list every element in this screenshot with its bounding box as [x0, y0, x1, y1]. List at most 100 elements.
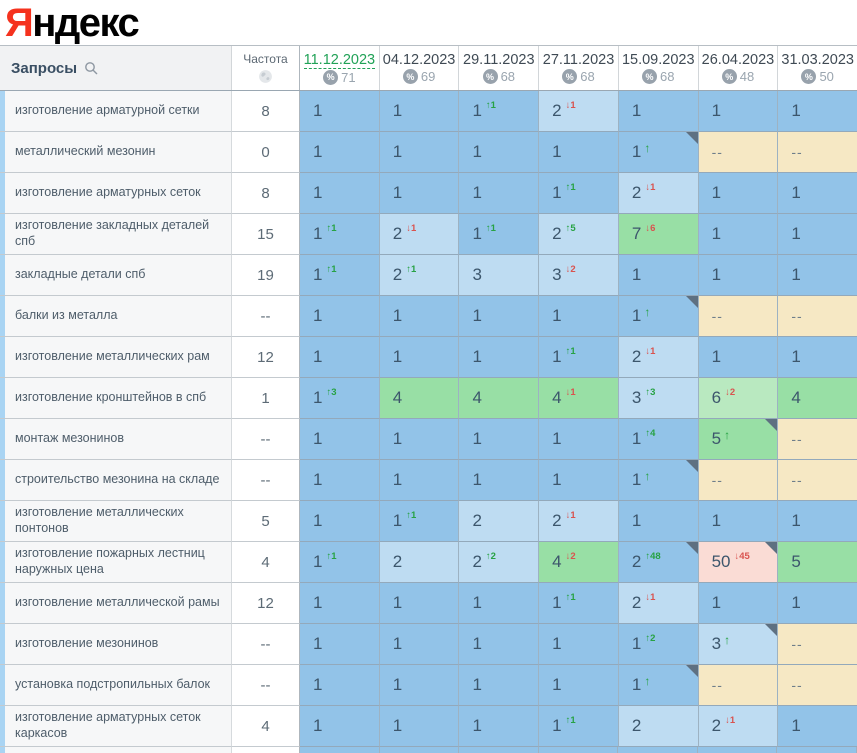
query-text[interactable]: изготовление пожарных лестниц наружных ц… — [15, 546, 205, 576]
query-cell[interactable]: изготовление мезонинов — [0, 624, 232, 665]
position-cell[interactable]: 1 — [698, 91, 779, 132]
position-cell[interactable]: 1 — [300, 296, 380, 337]
query-text[interactable]: установка подстропильных балок — [15, 677, 211, 692]
date-column-header-04.12.2023[interactable]: 04.12.2023% 69 — [379, 46, 460, 90]
position-cell[interactable]: 3 ↑ — [698, 624, 779, 665]
position-cell[interactable]: 1 — [379, 665, 460, 706]
position-cell[interactable]: 4 — [778, 378, 857, 419]
position-cell[interactable]: 1 ↑1 — [379, 501, 460, 542]
yandex-logo[interactable]: Яндекс — [0, 3, 140, 43]
position-cell[interactable]: 1 — [698, 337, 779, 378]
position-cell[interactable]: 1 — [459, 419, 540, 460]
position-cell[interactable]: 1 — [300, 132, 380, 173]
position-cell[interactable]: 6 ↓2 — [698, 378, 779, 419]
position-cell[interactable]: 1 — [379, 583, 460, 624]
query-cell[interactable]: изготовление арматурной сетки — [0, 91, 232, 132]
position-cell[interactable]: 2 — [379, 542, 460, 583]
position-cell[interactable]: 4 — [459, 378, 540, 419]
query-text[interactable]: изготовление металлических понтонов — [15, 505, 184, 535]
position-cell[interactable]: 1 — [300, 337, 380, 378]
position-cell[interactable]: 1 — [300, 460, 380, 501]
position-cell[interactable]: 2 ↑2 — [459, 542, 540, 583]
position-cell[interactable]: 4 ↓2 — [539, 542, 619, 583]
query-cell[interactable]: закладные детали спб — [0, 255, 232, 296]
position-cell[interactable]: 7 ↓6 — [618, 214, 699, 255]
query-cell[interactable]: изготовление кронштейнов в спб — [0, 378, 232, 419]
date-column-header-11.12.2023[interactable]: 11.12.2023% 71 — [300, 46, 380, 90]
position-cell[interactable]: 1 ↑ — [618, 460, 699, 501]
position-cell[interactable]: 1 — [300, 624, 380, 665]
position-cell[interactable]: 5 — [778, 542, 857, 583]
position-cell[interactable]: 1 — [698, 173, 779, 214]
position-cell[interactable]: -- — [698, 132, 779, 173]
position-cell[interactable]: 2 ↓1 — [539, 91, 619, 132]
date-label[interactable]: 04.12.2023 — [382, 52, 456, 68]
date-label[interactable]: 15.09.2023 — [621, 52, 695, 68]
position-cell[interactable]: 1 — [778, 337, 857, 378]
position-cell[interactable]: 1 ↑1 — [300, 214, 380, 255]
position-cell[interactable]: 1 — [698, 255, 779, 296]
position-cell[interactable]: 2 ↓1 — [379, 214, 460, 255]
position-cell[interactable]: 1 — [300, 91, 380, 132]
date-column-header-31.03.2023[interactable]: 31.03.2023% 50 — [778, 46, 857, 90]
query-text[interactable]: изготовление металлической рамы — [15, 595, 220, 610]
query-cell[interactable]: изготовление пожарных лестниц наружных ц… — [0, 542, 232, 583]
position-cell[interactable]: 1 — [459, 624, 540, 665]
query-text[interactable]: металлический мезонин — [15, 144, 156, 159]
query-text[interactable]: закладные детали спб — [15, 267, 146, 282]
position-cell[interactable]: -- — [778, 460, 857, 501]
position-cell[interactable]: 1 — [379, 706, 460, 747]
position-cell[interactable]: 1 — [459, 706, 540, 747]
position-cell[interactable]: -- — [698, 296, 779, 337]
position-cell[interactable]: 1 — [698, 501, 779, 542]
position-cell[interactable]: 1 — [459, 337, 540, 378]
position-cell[interactable]: 1 — [300, 501, 380, 542]
date-label[interactable]: 29.11.2023 — [463, 52, 535, 68]
position-cell[interactable]: 1 — [379, 132, 460, 173]
position-cell[interactable]: 1 — [459, 296, 540, 337]
position-cell[interactable]: 1 ↑3 — [300, 378, 380, 419]
position-cell[interactable]: 1 — [300, 706, 380, 747]
position-cell[interactable]: 2 ↑1 — [379, 255, 460, 296]
query-text[interactable]: изготовление арматурных сеток каркасов — [15, 710, 201, 740]
query-cell[interactable]: металлический мезонин — [0, 132, 232, 173]
query-cell[interactable]: изготовление арматурных сеток — [0, 173, 232, 214]
position-cell[interactable]: 1 — [379, 91, 460, 132]
position-cell[interactable]: 1 — [778, 173, 857, 214]
query-cell[interactable]: балки из металла — [0, 296, 232, 337]
position-cell[interactable]: 1 — [778, 583, 857, 624]
position-cell[interactable]: 1 — [618, 501, 699, 542]
query-cell[interactable]: изготовление закладных деталей спб — [0, 214, 232, 255]
date-column-header-27.11.2023[interactable]: 27.11.2023% 68 — [539, 46, 619, 90]
position-cell[interactable]: -- — [778, 132, 857, 173]
position-cell[interactable]: 2 ↑5 — [539, 214, 619, 255]
position-cell[interactable]: 1 ↑1 — [539, 706, 619, 747]
position-cell[interactable]: -- — [778, 296, 857, 337]
position-cell[interactable]: 1 — [539, 419, 619, 460]
position-cell[interactable]: 4 ↓1 — [539, 378, 619, 419]
position-cell[interactable]: 3 ↑3 — [618, 378, 699, 419]
query-text[interactable]: монтаж мезонинов — [15, 431, 125, 446]
position-cell[interactable]: 1 — [459, 173, 540, 214]
date-label[interactable]: 26.04.2023 — [701, 52, 775, 68]
position-cell[interactable]: 1 — [459, 460, 540, 501]
position-cell[interactable]: 3 ↓2 — [539, 255, 619, 296]
position-cell[interactable]: 1 — [539, 624, 619, 665]
position-cell[interactable]: 1 — [618, 91, 699, 132]
position-cell[interactable]: 1 ↑1 — [459, 214, 540, 255]
position-cell[interactable]: 1 — [539, 132, 619, 173]
date-column-header-29.11.2023[interactable]: 29.11.2023% 68 — [459, 46, 540, 90]
position-cell[interactable]: -- — [698, 460, 779, 501]
query-cell[interactable]: монтаж мезонинов — [0, 419, 232, 460]
position-cell[interactable]: 5 ↑ — [698, 419, 779, 460]
position-cell[interactable]: 1 — [300, 665, 380, 706]
position-cell[interactable]: 1 ↑1 — [300, 255, 380, 296]
search-icon[interactable] — [84, 61, 98, 75]
query-text[interactable]: изготовление мезонинов — [15, 636, 159, 651]
position-cell[interactable]: 1 — [459, 132, 540, 173]
position-cell[interactable]: 1 ↑2 — [618, 624, 699, 665]
date-label[interactable]: 27.11.2023 — [542, 52, 615, 68]
position-cell[interactable]: 1 — [459, 583, 540, 624]
position-cell[interactable]: 1 — [379, 460, 460, 501]
position-cell[interactable]: 1 ↑1 — [539, 173, 619, 214]
